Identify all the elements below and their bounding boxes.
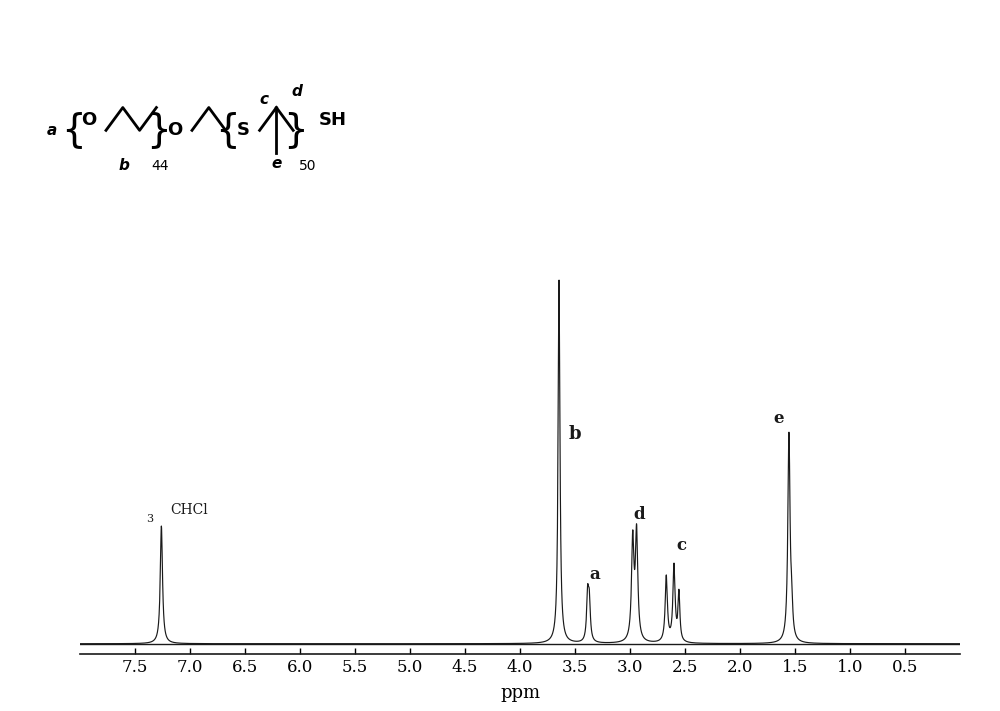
Text: d: d <box>634 506 645 523</box>
Text: b: b <box>119 158 130 173</box>
Text: d: d <box>291 85 302 100</box>
Text: S: S <box>236 122 249 139</box>
Text: c: c <box>676 537 686 554</box>
Text: 3: 3 <box>147 514 154 524</box>
Text: a: a <box>589 566 600 583</box>
Text: }: } <box>283 112 308 149</box>
Text: a: a <box>47 123 57 138</box>
Text: 50: 50 <box>298 159 316 173</box>
Text: O: O <box>82 111 97 129</box>
Text: b: b <box>569 425 581 443</box>
Text: {: { <box>215 112 240 149</box>
X-axis label: ppm: ppm <box>500 684 540 702</box>
Text: }: } <box>146 112 171 149</box>
Text: {: { <box>62 112 86 149</box>
Text: SH: SH <box>319 111 347 129</box>
Text: CHCl: CHCl <box>170 503 208 518</box>
Text: 44: 44 <box>152 159 169 173</box>
Text: e: e <box>271 156 282 171</box>
Text: e: e <box>773 410 784 427</box>
Text: O: O <box>168 122 183 139</box>
Text: c: c <box>259 92 268 107</box>
